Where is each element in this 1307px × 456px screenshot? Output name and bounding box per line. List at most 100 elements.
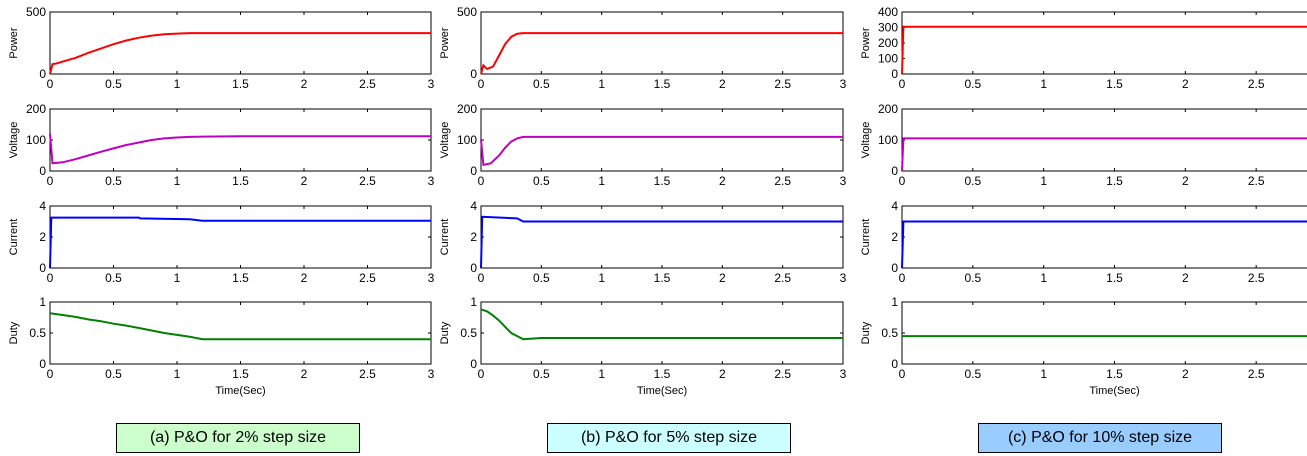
y-axis-label: Voltage bbox=[8, 122, 20, 159]
axes-box bbox=[901, 108, 1307, 172]
y-tick-label: 0 bbox=[39, 164, 46, 178]
subplot-a-voltage: 0 0.5 1 1.5 2 2.5 3 0 100 200 Voltage bbox=[8, 102, 435, 188]
x-tick-label: 2 bbox=[1182, 271, 1189, 285]
x-tick-label: 1 bbox=[1040, 367, 1047, 381]
x-tick-label: 2.5 bbox=[1248, 77, 1265, 91]
y-tick-label: 0.5 bbox=[460, 326, 477, 340]
y-tick-label: 0 bbox=[891, 164, 898, 178]
series-line bbox=[49, 216, 431, 269]
y-tick-label: 0 bbox=[891, 261, 898, 275]
subplot-b-power: 0 0.5 1 1.5 2 2.5 3 0 500 Power bbox=[439, 5, 847, 91]
caption-a: (a) P&O for 2% step size bbox=[116, 423, 360, 453]
x-tick-label: 2 bbox=[719, 174, 726, 188]
x-axis-label: Time(Sec) bbox=[637, 385, 687, 397]
y-tick-label: 4 bbox=[470, 199, 477, 213]
x-tick-label: 0 bbox=[47, 77, 54, 91]
x-tick-label: 0.5 bbox=[533, 271, 550, 285]
y-tick-label: 4 bbox=[39, 199, 46, 213]
y-tick-label: 4 bbox=[891, 199, 898, 213]
y-tick-label: 0 bbox=[891, 67, 898, 81]
y-tick-label: 1 bbox=[891, 295, 898, 309]
series-line bbox=[49, 133, 431, 165]
x-tick-label: 0 bbox=[47, 367, 54, 381]
x-tick-label: 1.5 bbox=[1106, 174, 1123, 188]
y-axis-label: Voltage bbox=[860, 122, 872, 159]
x-tick-label: 2 bbox=[1182, 77, 1189, 91]
x-tick-label: 0.5 bbox=[105, 174, 122, 188]
y-tick-label: 400 bbox=[878, 5, 898, 19]
axes-box bbox=[49, 301, 432, 365]
axes-box bbox=[901, 301, 1307, 365]
x-tick-label: 2 bbox=[719, 271, 726, 285]
y-tick-label: 2 bbox=[39, 230, 46, 244]
x-tick-label: 2.5 bbox=[359, 271, 376, 285]
x-tick-label: 2.5 bbox=[1248, 271, 1265, 285]
y-tick-label: 100 bbox=[457, 133, 477, 147]
x-tick-label: 1 bbox=[174, 174, 181, 188]
y-axis-label: Voltage bbox=[439, 122, 451, 159]
caption-b: (b) P&O for 5% step size bbox=[547, 423, 791, 453]
x-tick-label: 1.5 bbox=[1106, 367, 1123, 381]
y-tick-label: 100 bbox=[878, 52, 898, 66]
y-tick-label: 100 bbox=[878, 133, 898, 147]
axes-box bbox=[901, 205, 1307, 269]
x-tick-label: 2 bbox=[301, 174, 308, 188]
y-axis-label: Duty bbox=[8, 321, 20, 344]
x-tick-label: 2.5 bbox=[359, 367, 376, 381]
x-tick-label: 1 bbox=[1040, 174, 1047, 188]
y-axis-label: Current bbox=[439, 219, 451, 256]
x-tick-label: 1 bbox=[598, 174, 605, 188]
x-tick-label: 2.5 bbox=[774, 367, 791, 381]
y-axis-label: Current bbox=[860, 219, 872, 256]
caption-c: (c) P&O for 10% step size bbox=[978, 423, 1222, 453]
series-line bbox=[901, 137, 1307, 172]
series-line bbox=[901, 25, 1307, 75]
subplot-a-duty: 0 0.5 1 1.5 2 2.5 3 0 0.5 1 Duty Time(Sec) bbox=[8, 295, 435, 397]
x-tick-label: 0 bbox=[478, 174, 485, 188]
x-tick-label: 0.5 bbox=[533, 77, 550, 91]
series-line bbox=[49, 312, 431, 341]
x-tick-label: 2 bbox=[1182, 174, 1189, 188]
x-tick-label: 3 bbox=[428, 271, 435, 285]
y-tick-label: 0 bbox=[39, 67, 46, 81]
x-tick-label: 0 bbox=[478, 367, 485, 381]
x-tick-label: 0.5 bbox=[105, 271, 122, 285]
series-line bbox=[480, 135, 843, 167]
y-tick-label: 500 bbox=[457, 5, 477, 19]
subplot-b-duty: 0 0.5 1 1.5 2 2.5 3 0 0.5 1 Duty Time(Sec) bbox=[439, 295, 847, 397]
x-tick-label: 0.5 bbox=[964, 271, 981, 285]
y-tick-label: 100 bbox=[26, 133, 46, 147]
y-axis-label: Duty bbox=[860, 321, 872, 344]
x-tick-label: 2 bbox=[301, 367, 308, 381]
subplot-b-voltage: 0 0.5 1 1.5 2 2.5 3 0 100 200 Voltage bbox=[439, 102, 847, 188]
x-tick-label: 0 bbox=[47, 271, 54, 285]
x-tick-label: 1.5 bbox=[654, 367, 671, 381]
y-tick-label: 500 bbox=[26, 5, 46, 19]
x-tick-label: 2.5 bbox=[1248, 367, 1265, 381]
axes-box bbox=[480, 301, 844, 365]
x-tick-label: 2 bbox=[301, 271, 308, 285]
y-tick-label: 2 bbox=[470, 230, 477, 244]
x-tick-label: 1 bbox=[1040, 271, 1047, 285]
x-tick-label: 1 bbox=[174, 77, 181, 91]
x-tick-label: 3 bbox=[428, 367, 435, 381]
series-line bbox=[901, 220, 1307, 269]
x-tick-label: 3 bbox=[428, 174, 435, 188]
axes-box bbox=[901, 11, 1307, 75]
y-tick-label: 2 bbox=[891, 230, 898, 244]
y-axis-label: Current bbox=[8, 219, 20, 256]
x-tick-label: 2.5 bbox=[774, 77, 791, 91]
x-tick-label: 1.5 bbox=[1106, 77, 1123, 91]
x-axis-label: Time(Sec) bbox=[215, 385, 265, 397]
x-tick-label: 1.5 bbox=[232, 77, 249, 91]
x-tick-label: 3 bbox=[840, 271, 847, 285]
axes-box bbox=[480, 11, 844, 75]
x-tick-label: 0.5 bbox=[964, 367, 981, 381]
x-tick-label: 0.5 bbox=[105, 77, 122, 91]
x-tick-label: 2.5 bbox=[359, 77, 376, 91]
x-tick-label: 1.5 bbox=[232, 367, 249, 381]
x-tick-label: 1 bbox=[598, 77, 605, 91]
